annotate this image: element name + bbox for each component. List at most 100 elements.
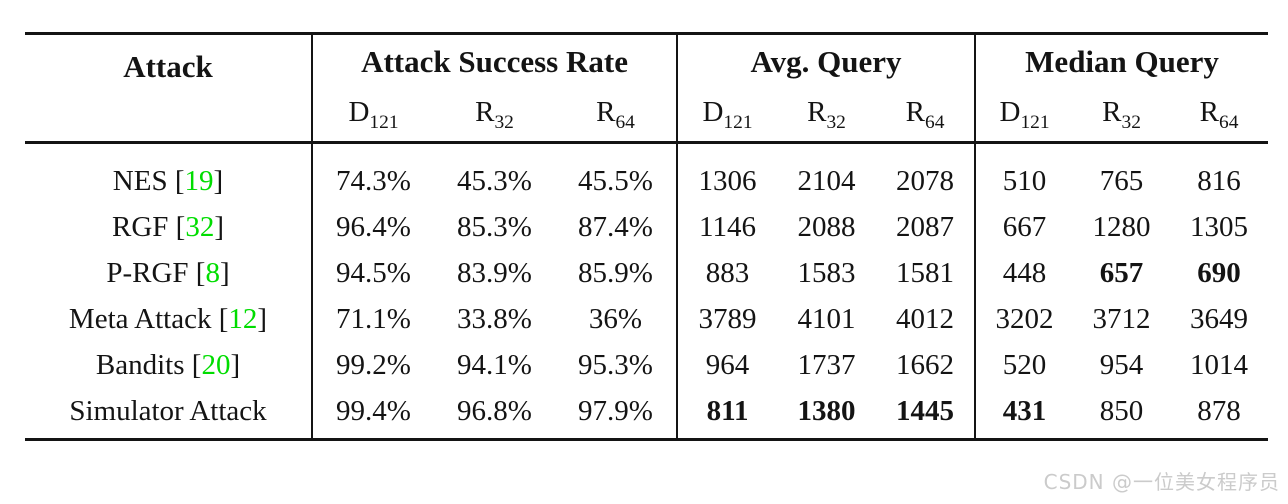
value-cell: 96.4% <box>311 204 434 250</box>
citation-bracket-open: [ <box>211 302 229 335</box>
value-cell: 883 <box>676 250 778 296</box>
value-cell: 85.9% <box>578 256 653 289</box>
attack-name: Meta Attack <box>68 302 212 335</box>
value-cell: 95.3% <box>578 348 653 381</box>
subheader-asr-d121: D121 <box>311 89 434 144</box>
value-cell: 36% <box>588 302 643 335</box>
value-cell: 87.4% <box>578 210 653 243</box>
value-cell: 448 <box>974 250 1074 296</box>
value-cell: 97.9% <box>578 394 653 427</box>
value-cell: 2104 <box>797 164 856 197</box>
results-table: Attack Attack Success Rate Avg. Query Me… <box>25 32 1269 441</box>
subheader-asr-r32: R32 <box>434 89 555 144</box>
value-cell: 85.3% <box>457 210 532 243</box>
attack-name-cell: Bandits [20] <box>25 342 312 388</box>
value-cell: 878 <box>1197 394 1241 427</box>
citation-bracket-close: ] <box>213 164 224 197</box>
value-cell-best: 690 <box>1197 256 1241 289</box>
column-header-attack: Attack <box>25 33 312 144</box>
value-cell: 94.5% <box>311 250 434 296</box>
citation-bracket-close: ] <box>219 256 230 289</box>
subheader-avg-r64: R64 <box>876 89 976 144</box>
value-cell: 3649 <box>1190 302 1249 335</box>
group-header-attack-success-rate: Attack Success Rate <box>310 33 678 89</box>
citation-bracket-open: [ <box>167 164 185 197</box>
value-cell: 1581 <box>896 256 955 289</box>
value-cell: 33.8% <box>457 302 532 335</box>
value-cell: 4012 <box>896 302 955 335</box>
table-row: P-RGF [8] 94.5% 83.9% 85.9% 883 1583 158… <box>25 250 1268 296</box>
citation-bracket-open: [ <box>168 210 186 243</box>
value-cell: 1146 <box>676 204 778 250</box>
citation-link[interactable]: 32 <box>185 210 215 243</box>
value-cell: 765 <box>1099 164 1144 197</box>
value-cell: 1583 <box>797 256 856 289</box>
attack-name: RGF <box>111 210 169 243</box>
value-cell: 94.1% <box>457 348 532 381</box>
value-cell: 954 <box>1099 348 1144 381</box>
attack-name-cell: Meta Attack [12] <box>25 296 312 342</box>
value-cell: 816 <box>1197 164 1241 197</box>
value-cell: 1014 <box>1190 348 1249 381</box>
attack-name: NES <box>112 164 168 197</box>
value-cell: 1737 <box>797 348 856 381</box>
value-cell: 45.3% <box>457 164 532 197</box>
citation-link[interactable]: 19 <box>184 164 214 197</box>
attack-name: Bandits <box>95 348 185 381</box>
attack-name-cell: Simulator Attack <box>25 388 312 440</box>
value-cell-best: 811 <box>676 388 778 440</box>
value-cell: 850 <box>1099 394 1144 427</box>
table-row: Simulator Attack 99.4% 96.8% 97.9% 811 1… <box>25 388 1268 440</box>
value-cell: 71.1% <box>311 296 434 342</box>
value-cell: 99.2% <box>311 342 434 388</box>
citation-bracket-close: ] <box>257 302 268 335</box>
value-cell-best: 1380 <box>797 394 856 427</box>
citation-link[interactable]: 8 <box>205 256 220 289</box>
group-header-row: Attack Attack Success Rate Avg. Query Me… <box>25 33 1269 144</box>
value-cell: 45.5% <box>578 164 653 197</box>
subheader-avg-r32: R32 <box>777 89 877 144</box>
attack-name-cell: P-RGF [8] <box>25 250 312 296</box>
table-row: Meta Attack [12] 71.1% 33.8% 36% 3789 41… <box>25 296 1268 342</box>
subheader-avg-d121: D121 <box>676 89 778 144</box>
citation-bracket-close: ] <box>214 210 224 243</box>
value-cell: 1662 <box>896 348 955 381</box>
value-cell: 3202 <box>974 296 1074 342</box>
table-row: NES [19] 74.3% 45.3% 45.5% 1306 2104 207… <box>25 142 1268 205</box>
value-cell: 2087 <box>896 210 955 243</box>
value-cell: 667 <box>974 204 1074 250</box>
citation-bracket-open: [ <box>188 256 206 289</box>
attack-name: P-RGF <box>106 256 189 289</box>
value-cell: 1305 <box>1190 210 1249 243</box>
attack-name-cell: RGF [32] <box>25 204 312 250</box>
value-cell: 2088 <box>797 210 856 243</box>
attack-name: Simulator Attack <box>69 394 267 427</box>
value-cell-best: 1445 <box>896 394 955 427</box>
citation-link[interactable]: 20 <box>201 348 231 381</box>
table-row: RGF [32] 96.4% 85.3% 87.4% 1146 2088 208… <box>25 204 1268 250</box>
attack-name-cell: NES [19] <box>25 143 312 205</box>
table-row: Bandits [20] 99.2% 94.1% 95.3% 964 1737 … <box>25 342 1268 388</box>
csdn-watermark: CSDN @一位美女程序员 <box>1043 470 1280 494</box>
value-cell: 1306 <box>676 142 778 204</box>
value-cell: 96.8% <box>457 394 532 427</box>
citation-bracket-open: [ <box>184 348 202 381</box>
subheader-asr-r64: R64 <box>555 89 678 144</box>
value-cell: 510 <box>974 142 1074 204</box>
citation-link[interactable]: 12 <box>228 302 258 335</box>
value-cell: 3789 <box>676 296 778 342</box>
value-cell: 4101 <box>797 302 856 335</box>
value-cell-best: 431 <box>974 388 1074 440</box>
value-cell: 1280 <box>1092 210 1151 243</box>
citation-bracket-close: ] <box>230 348 241 381</box>
value-cell: 74.3% <box>311 142 434 204</box>
value-cell: 2078 <box>896 164 955 197</box>
value-cell: 99.4% <box>311 388 434 440</box>
subheader-row: D121 R32 R64 D121 R32 R64 D121 R32 R64 <box>25 89 1269 144</box>
value-cell: 3712 <box>1092 302 1151 335</box>
value-cell: 964 <box>676 342 778 388</box>
value-cell: 520 <box>974 342 1074 388</box>
subheader-median-d121: D121 <box>974 89 1074 144</box>
value-cell: 83.9% <box>457 256 532 289</box>
